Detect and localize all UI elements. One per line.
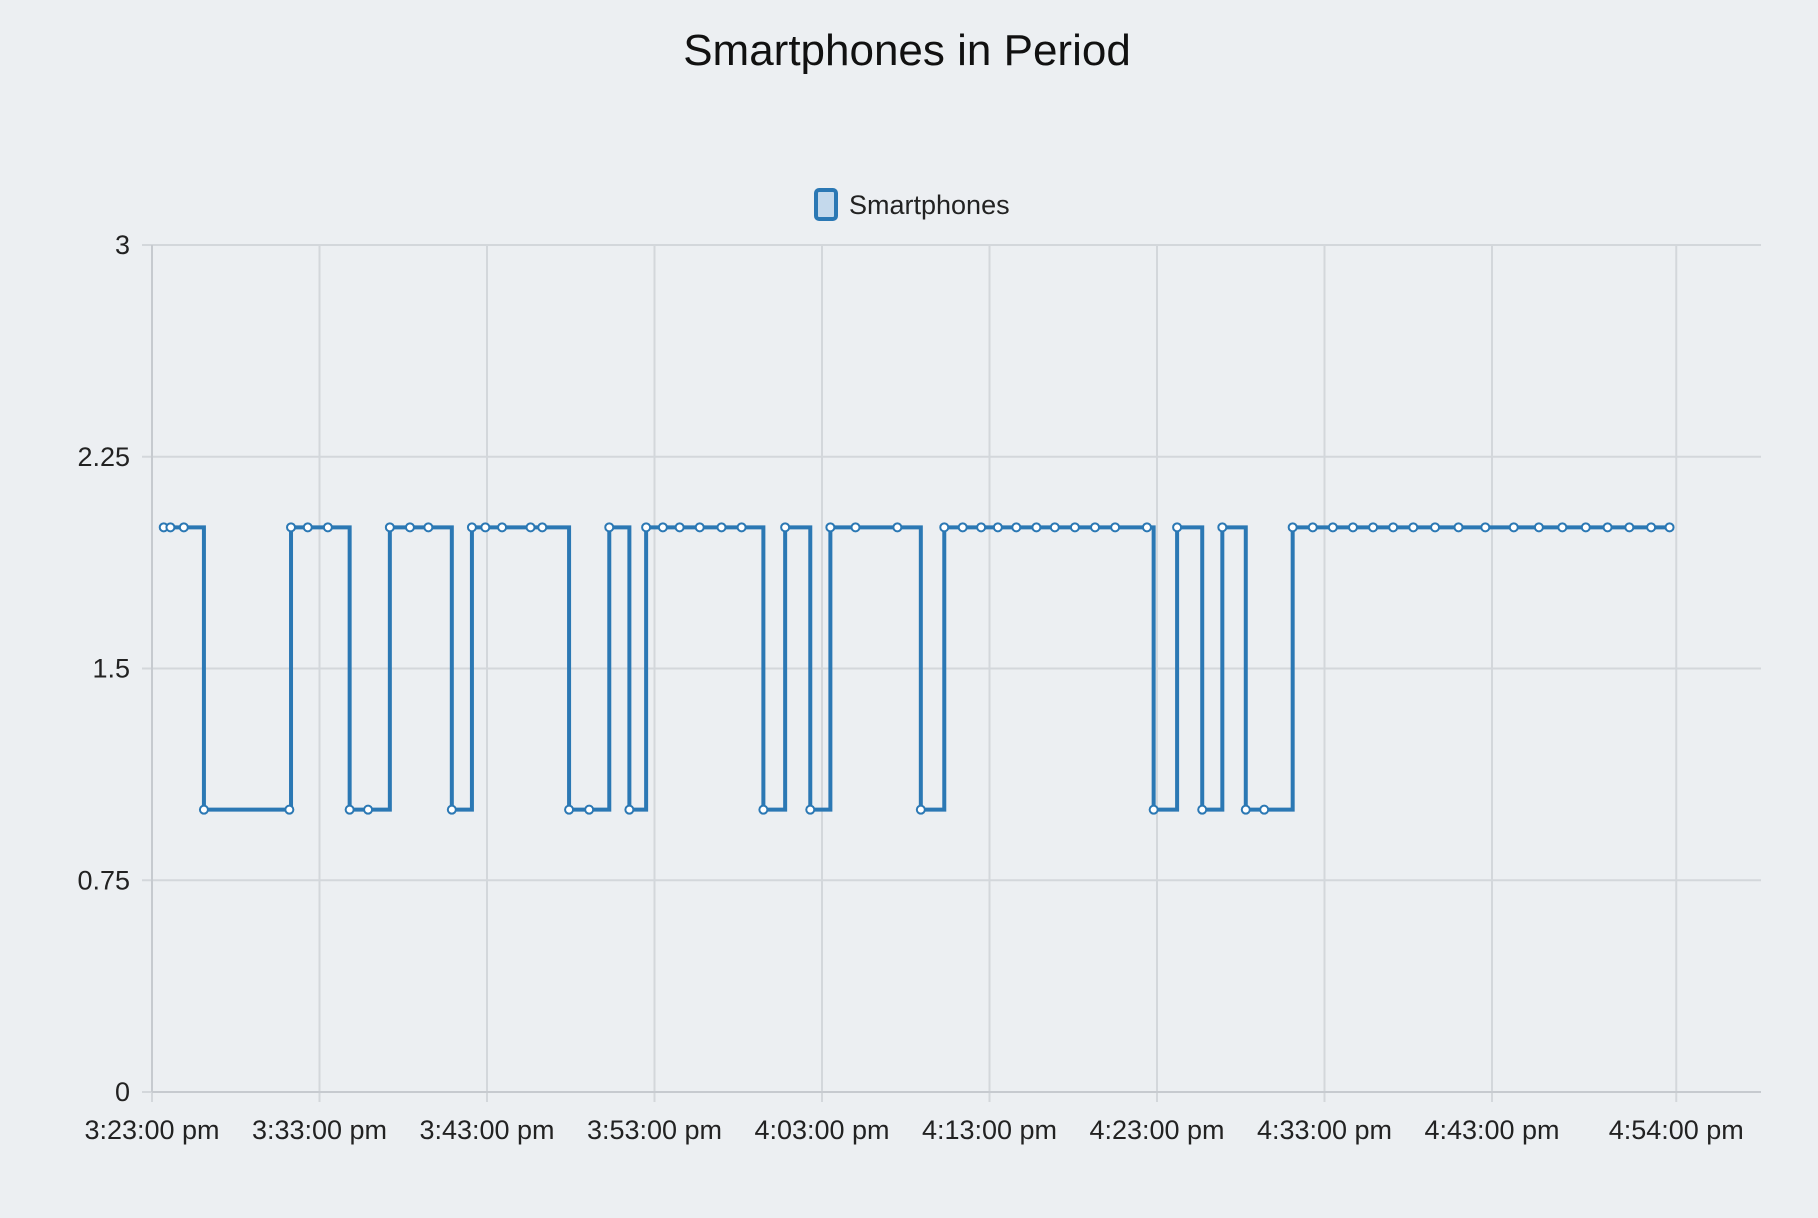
data-point[interactable]: [497, 522, 508, 533]
data-point[interactable]: [939, 522, 950, 533]
data-point[interactable]: [1011, 522, 1022, 533]
data-point[interactable]: [674, 522, 685, 533]
data-point[interactable]: [780, 522, 791, 533]
data-point[interactable]: [1031, 522, 1042, 533]
x-tick-label: 3:23:00 pm: [84, 1115, 219, 1145]
data-point[interactable]: [805, 804, 816, 815]
x-tick-label: 4:23:00 pm: [1089, 1115, 1224, 1145]
x-tick-label: 4:13:00 pm: [922, 1115, 1057, 1145]
data-point[interactable]: [322, 522, 333, 533]
data-point[interactable]: [850, 522, 861, 533]
y-tick-label: 1.5: [92, 654, 130, 684]
data-point[interactable]: [404, 522, 415, 533]
data-point[interactable]: [716, 522, 727, 533]
data-point[interactable]: [1240, 804, 1251, 815]
data-point[interactable]: [1141, 522, 1152, 533]
data-point[interactable]: [992, 522, 1003, 533]
data-point[interactable]: [286, 522, 297, 533]
data-point[interactable]: [1172, 522, 1183, 533]
legend[interactable]: Smartphones: [814, 188, 1010, 221]
grid: [142, 244, 1761, 1102]
data-point[interactable]: [564, 804, 575, 815]
data-point[interactable]: [736, 522, 747, 533]
data-point[interactable]: [284, 804, 295, 815]
x-tick-label: 4:33:00 pm: [1257, 1115, 1392, 1145]
data-point[interactable]: [1217, 522, 1228, 533]
data-point[interactable]: [1533, 522, 1544, 533]
data-point[interactable]: [1049, 522, 1060, 533]
data-point[interactable]: [1327, 522, 1338, 533]
data-point[interactable]: [344, 804, 355, 815]
data-point[interactable]: [1368, 522, 1379, 533]
y-tick-label: 0: [115, 1077, 130, 1107]
data-point[interactable]: [446, 804, 457, 815]
legend-label: Smartphones: [849, 190, 1010, 220]
data-point[interactable]: [384, 522, 395, 533]
data-point[interactable]: [957, 522, 968, 533]
data-point[interactable]: [976, 522, 987, 533]
data-point[interactable]: [915, 804, 926, 815]
data-point[interactable]: [525, 522, 536, 533]
data-point[interactable]: [423, 522, 434, 533]
x-tick-label: 4:43:00 pm: [1424, 1115, 1559, 1145]
data-point[interactable]: [758, 804, 769, 815]
data-point[interactable]: [1580, 522, 1591, 533]
x-tick-label: 3:33:00 pm: [252, 1115, 387, 1145]
data-point[interactable]: [480, 522, 491, 533]
data-point[interactable]: [1408, 522, 1419, 533]
data-point[interactable]: [641, 522, 652, 533]
legend-swatch: [814, 188, 838, 221]
data-point[interactable]: [1148, 804, 1159, 815]
data-point[interactable]: [1664, 522, 1675, 533]
x-axis-ticks: 3:23:00 pm 3:33:00 pm 3:43:00 pm 3:53:00 pm…: [84, 1115, 1743, 1145]
chart-title: Smartphones in Period: [683, 26, 1131, 75]
data-point[interactable]: [1347, 522, 1358, 533]
data-point[interactable]: [1508, 522, 1519, 533]
data-point[interactable]: [1602, 522, 1613, 533]
data-point[interactable]: [1480, 522, 1491, 533]
x-tick-label: 3:43:00 pm: [419, 1115, 554, 1145]
data-point[interactable]: [1557, 522, 1568, 533]
data-point[interactable]: [1259, 804, 1270, 815]
data-point[interactable]: [1624, 522, 1635, 533]
data-point[interactable]: [604, 522, 615, 533]
data-point[interactable]: [1287, 522, 1298, 533]
data-point[interactable]: [1110, 522, 1121, 533]
x-tick-label: 4:54:00 pm: [1609, 1115, 1744, 1145]
data-point[interactable]: [1197, 804, 1208, 815]
data-point[interactable]: [302, 522, 313, 533]
data-point[interactable]: [1307, 522, 1318, 533]
y-tick-label: 0.75: [77, 865, 130, 895]
data-point[interactable]: [537, 522, 548, 533]
data-point[interactable]: [1646, 522, 1657, 533]
data-point[interactable]: [178, 522, 189, 533]
data-point[interactable]: [1388, 522, 1399, 533]
data-point[interactable]: [825, 522, 836, 533]
data-point[interactable]: [892, 522, 903, 533]
data-point[interactable]: [1430, 522, 1441, 533]
data-point[interactable]: [1453, 522, 1464, 533]
data-point[interactable]: [198, 804, 209, 815]
data-point[interactable]: [694, 522, 705, 533]
data-point[interactable]: [363, 804, 374, 815]
x-tick-label: 3:53:00 pm: [587, 1115, 722, 1145]
data-point[interactable]: [584, 804, 595, 815]
data-point[interactable]: [1069, 522, 1080, 533]
axes: [151, 245, 1761, 1093]
y-tick-label: 3: [115, 230, 130, 260]
data-point[interactable]: [1090, 522, 1101, 533]
data-point[interactable]: [624, 804, 635, 815]
data-point[interactable]: [657, 522, 668, 533]
x-tick-label: 4:03:00 pm: [754, 1115, 889, 1145]
data-point[interactable]: [466, 522, 477, 533]
y-tick-label: 2.25: [77, 442, 130, 472]
series-points: [158, 522, 1675, 815]
y-axis-ticks: 0 0.75 1.5 2.25 3: [77, 230, 130, 1107]
data-point[interactable]: [165, 522, 176, 533]
